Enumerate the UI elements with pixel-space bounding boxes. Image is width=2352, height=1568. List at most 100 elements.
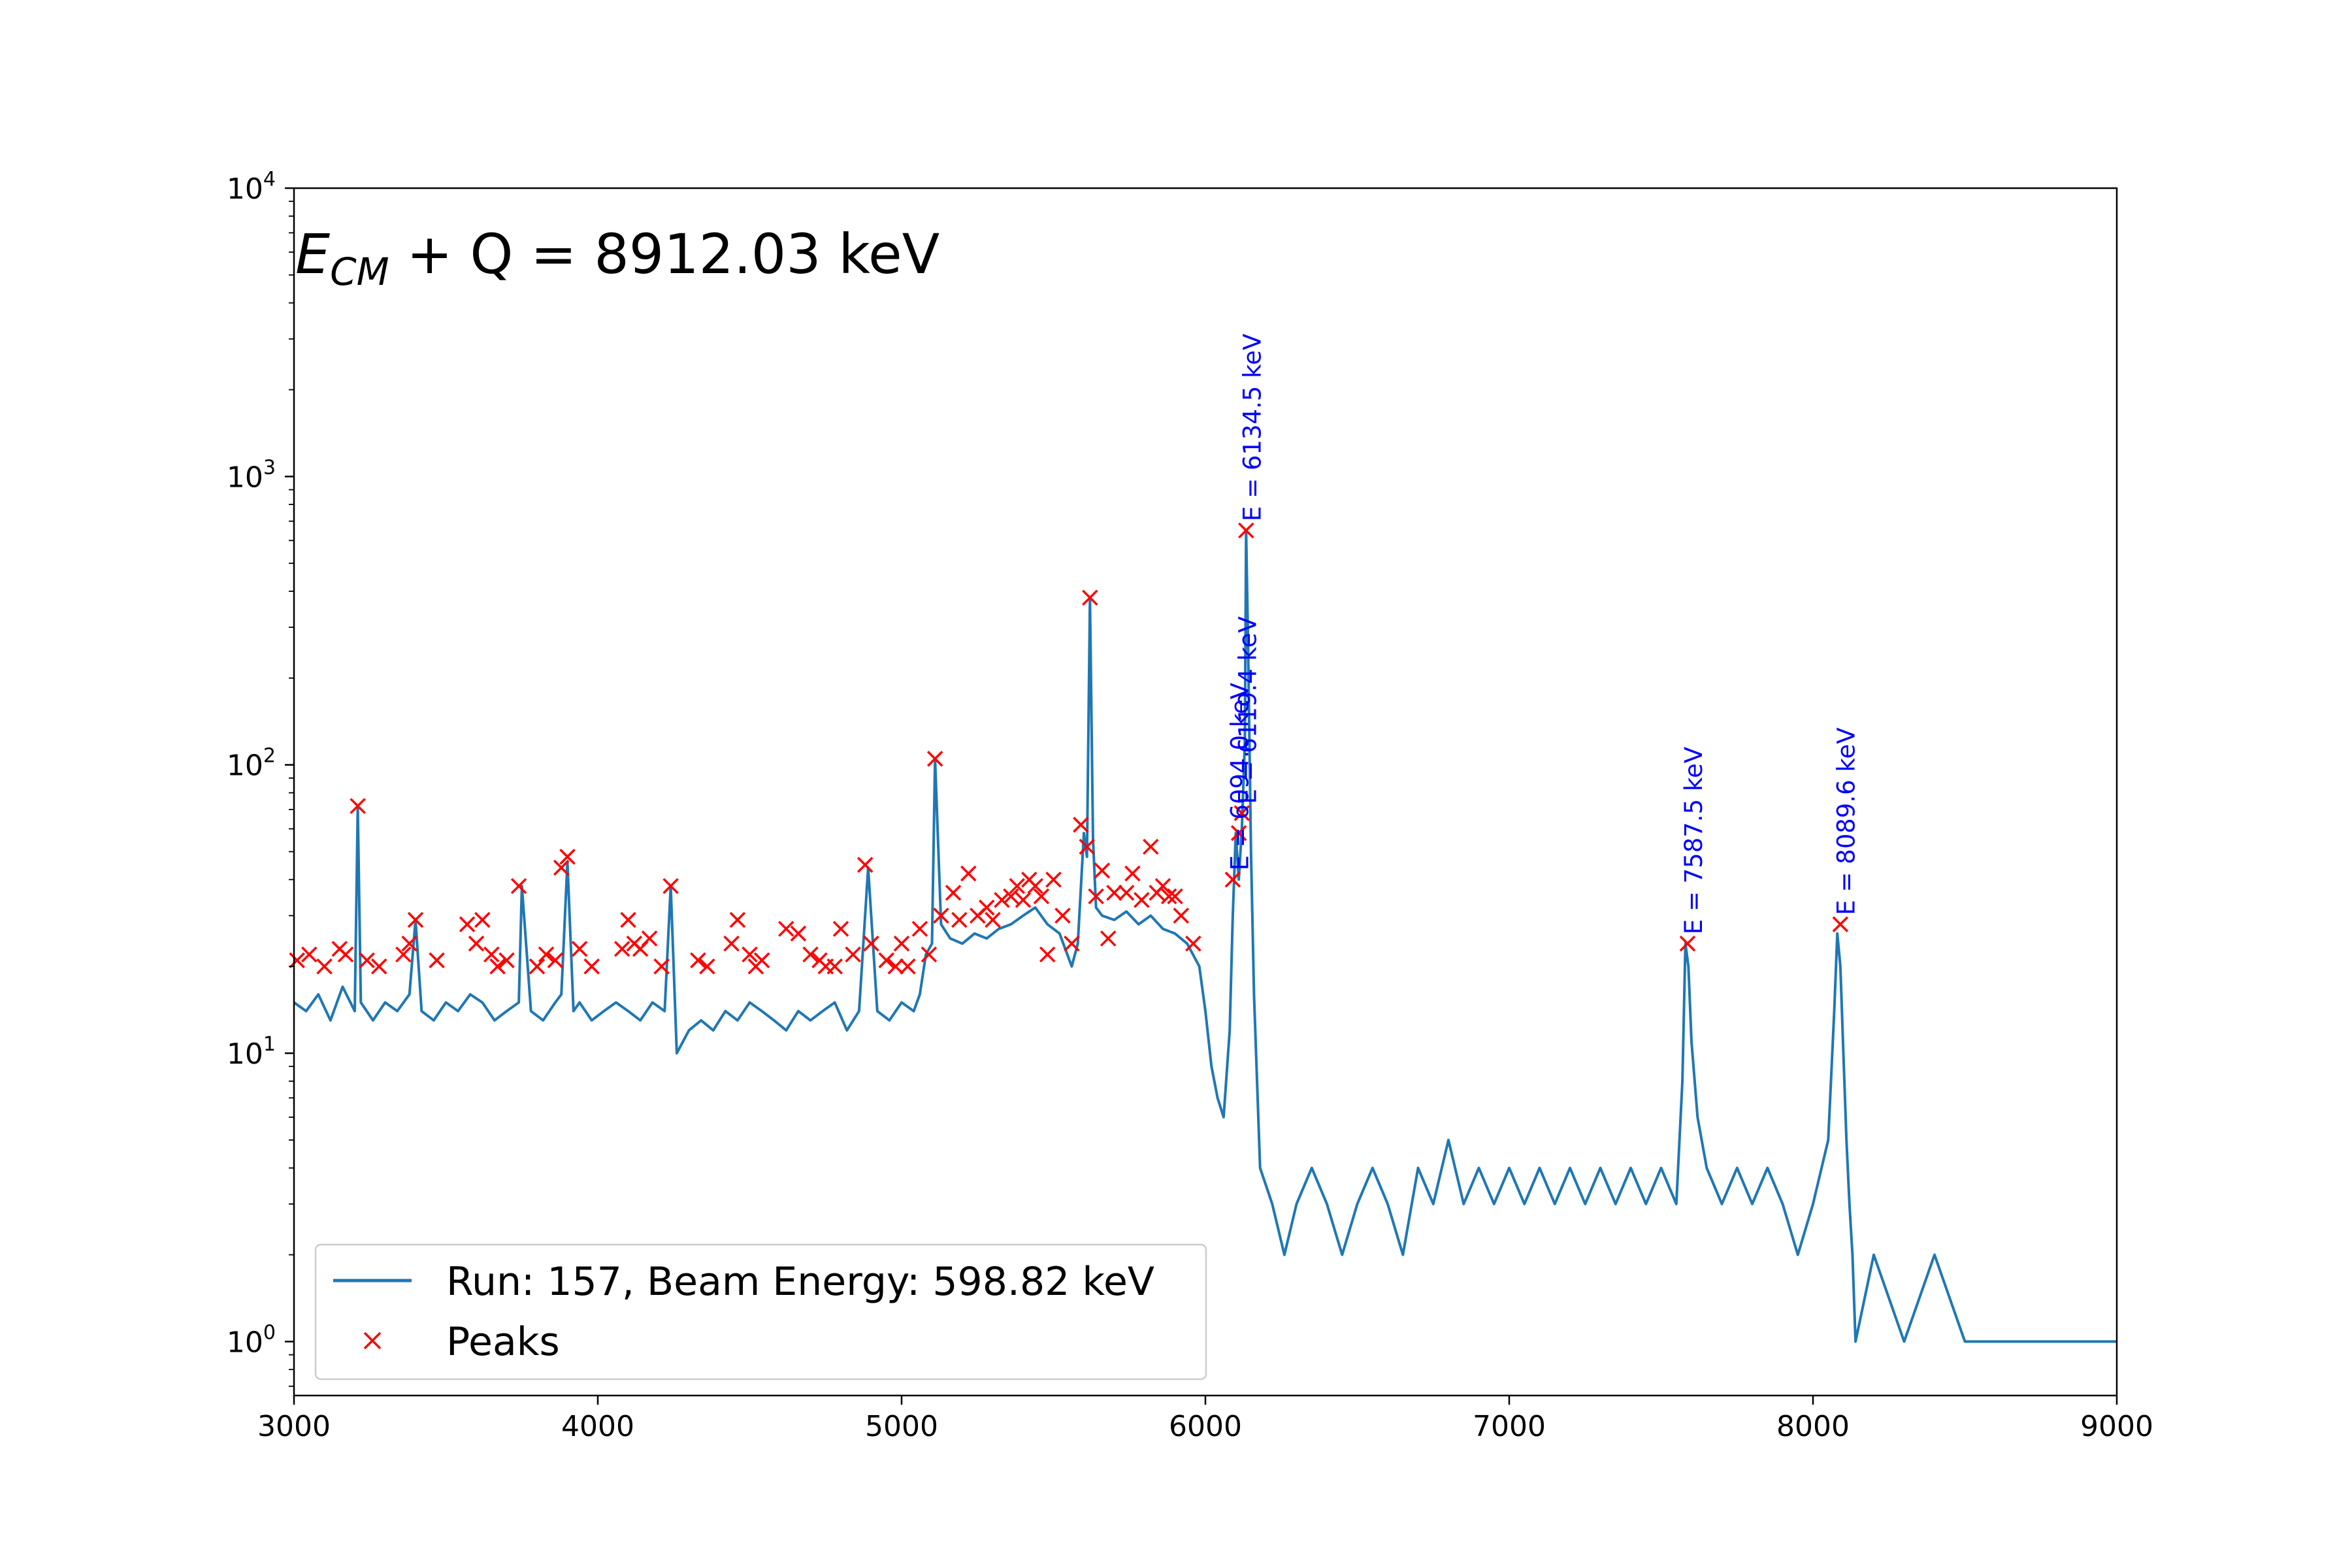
peak-marker (900, 958, 916, 975)
legend-label-peaks: Peaks (446, 1319, 560, 1365)
peak-marker (301, 946, 318, 963)
peak-marker (790, 925, 807, 942)
peak-marker (370, 958, 387, 975)
peak-marker (1054, 907, 1071, 924)
peak-marker (1167, 888, 1183, 905)
peak-marker (1027, 877, 1043, 894)
peak-marker (1045, 872, 1062, 888)
peak-marker (620, 911, 636, 928)
peak-marker (641, 930, 658, 947)
spectrum-series-line (294, 529, 2117, 1343)
peak-marker (653, 958, 670, 975)
peak-marker (985, 911, 1001, 928)
peak-marker (832, 921, 849, 937)
peak-marker (911, 921, 928, 937)
peak-marker (802, 946, 819, 963)
peak-marker (978, 899, 995, 916)
peak-marker (1106, 885, 1122, 901)
peak-marker (729, 911, 746, 928)
peak-marker (538, 946, 555, 963)
peak-marker (613, 941, 630, 957)
legend: Run: 157, Beam Energy: 598.82 keV Peaks (314, 1243, 1207, 1380)
peak-annotation: E = 6134.5 keV (1239, 334, 1267, 521)
peak-marker (887, 958, 904, 975)
peak-marker (926, 751, 943, 767)
peak-marker (878, 952, 894, 969)
peak-marker (921, 946, 938, 963)
peak-marker (1124, 865, 1141, 882)
peak-marker (1143, 838, 1159, 855)
peak-marker (1033, 888, 1050, 905)
peak-marker (951, 911, 968, 928)
peak-annotation: E = 7587.5 keV (1680, 747, 1708, 934)
peak-marker (699, 958, 715, 975)
peak-marker (826, 958, 843, 975)
peak-marker (1134, 892, 1150, 908)
peak-marker (1224, 872, 1241, 888)
chart-title: ECM + Q = 8912.03 keV (295, 222, 939, 294)
peak-marker (1073, 817, 1089, 833)
peak-marker (498, 952, 515, 969)
legend-marker-swatch (363, 1331, 382, 1350)
peak-marker (960, 865, 977, 882)
peak-marker (1082, 589, 1098, 606)
peak-marker (1185, 936, 1201, 952)
x-tick-label: 6000 (1169, 1410, 1242, 1443)
y-tick-label: 100 (227, 1321, 276, 1359)
peak-marker (553, 859, 570, 876)
peak-annotation: E = 8089.6 keV (1833, 727, 1861, 915)
peak-marker (1832, 916, 1849, 932)
peak-marker (863, 936, 879, 952)
peak-marker (845, 946, 861, 963)
peak-marker (662, 877, 679, 894)
peak-marker (1009, 877, 1025, 894)
peak-marker (1015, 892, 1032, 908)
peak-marker (690, 952, 706, 969)
peak-marker (395, 946, 412, 963)
peak-marker (1003, 888, 1019, 905)
x-tick-label: 3000 (257, 1410, 331, 1443)
peak-marker (1154, 877, 1171, 894)
peak-marker (407, 911, 424, 928)
x-tick-label: 7000 (1473, 1410, 1546, 1443)
peak-marker (401, 936, 417, 952)
x-tick-label: 8000 (1776, 1410, 1850, 1443)
peak-marker (1118, 885, 1135, 901)
y-axis: 100 101 102 103 104 (227, 168, 294, 1387)
peak-marker (994, 892, 1010, 908)
title-rest: + Q = 8912.03 keV (389, 222, 940, 286)
series-layer (294, 529, 2117, 1343)
peak-marker (778, 921, 794, 937)
peak-marker (529, 958, 546, 975)
title-main: E (295, 222, 330, 286)
peak-marker (1160, 888, 1177, 905)
peak-marker (933, 907, 949, 924)
legend-label-run: Run: 157, Beam Energy: 598.82 keV (446, 1259, 1154, 1305)
peak-marker (857, 857, 874, 874)
peak-marker (474, 911, 491, 928)
legend-box (314, 1243, 1207, 1380)
peak-marker (510, 877, 527, 894)
peak-annotation: E = 6094.0 keV (1226, 683, 1254, 870)
peak-marker (1238, 522, 1254, 539)
peak-marker (316, 958, 333, 975)
peak-marker (359, 952, 375, 969)
peak-marker (459, 916, 476, 932)
x-axis: 3000 4000 5000 6000 7000 8000 9000 (257, 1396, 2153, 1443)
y-tick-label: 102 (227, 745, 276, 783)
peak-marker (753, 952, 770, 969)
peak-marker (429, 952, 445, 969)
peak-marker (483, 946, 500, 963)
peak-marker (1039, 946, 1056, 963)
peak-marker (1088, 888, 1104, 905)
peak-marker (742, 946, 758, 963)
peak-marker (1064, 936, 1080, 952)
x-tick-label: 4000 (561, 1410, 634, 1443)
peak-marker (893, 936, 910, 952)
peak-marker (723, 936, 740, 952)
peak-marker (1679, 936, 1696, 952)
peak-marker (547, 952, 564, 969)
peak-marker (489, 958, 506, 975)
peak-marker (559, 849, 576, 865)
